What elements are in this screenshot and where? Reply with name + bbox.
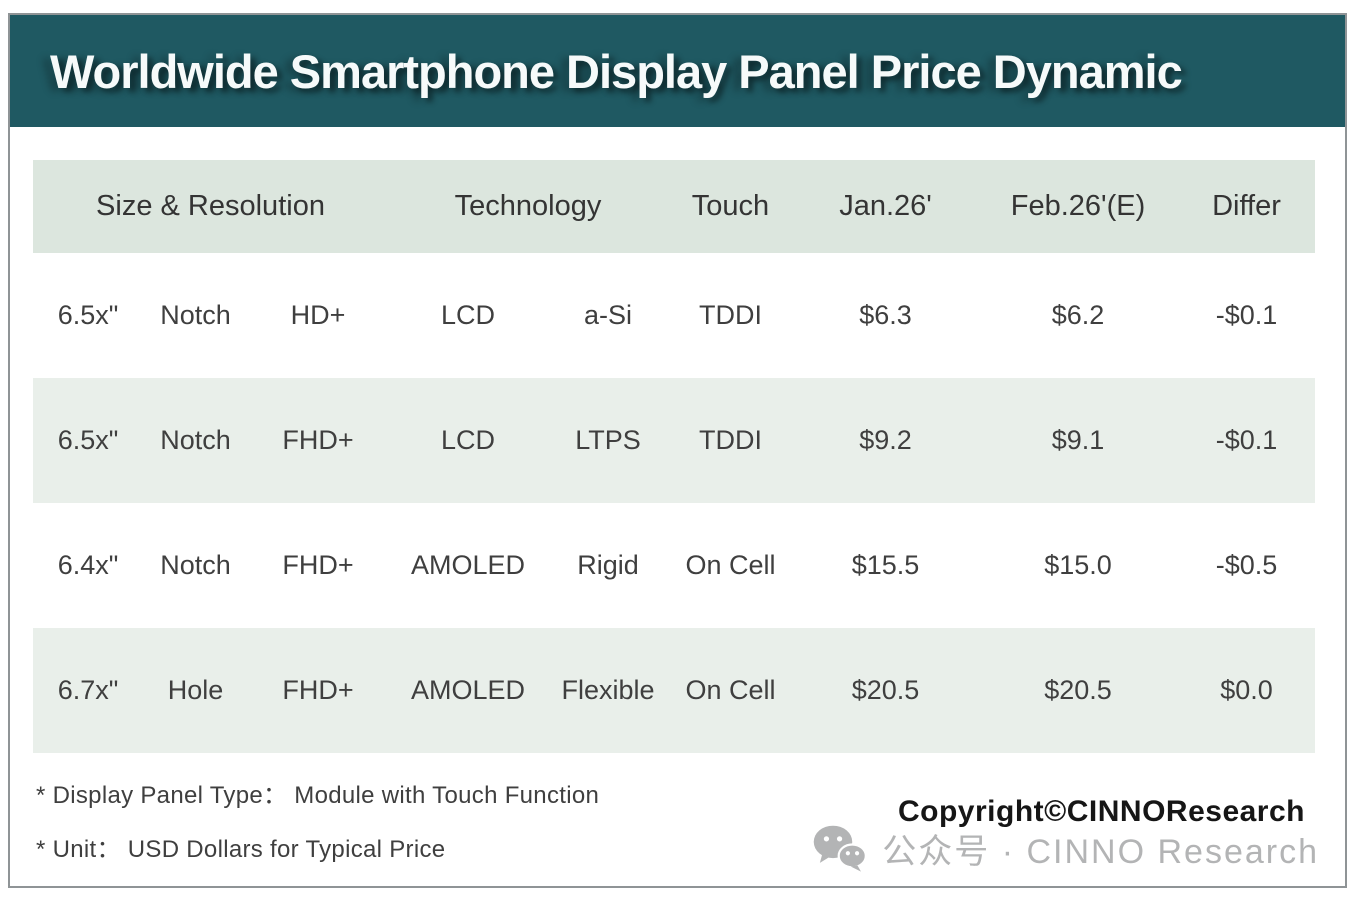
cell-resolution: FHD+ xyxy=(282,674,354,705)
wechat-icon xyxy=(814,825,868,872)
cell-size: 6.4x" xyxy=(57,549,119,580)
watermark-text: 公众号 · CINNO Research xyxy=(882,832,1319,871)
cell-feb-price: $6.2 xyxy=(1051,299,1105,330)
cell-jan-price: $9.2 xyxy=(859,424,912,455)
wechat-watermark: 公众号 · CINNO Research xyxy=(812,823,1319,873)
header-touch: Touch xyxy=(691,189,770,222)
cell-size: 6.7x" xyxy=(57,674,119,705)
cell-size: 6.5x" xyxy=(57,299,119,330)
cell-differ: -$0.1 xyxy=(1215,424,1278,455)
cell-jan-price: $6.3 xyxy=(859,299,912,330)
cell-resolution: FHD+ xyxy=(282,424,354,455)
price-table: Size & Resolution Technology Touch Jan.2… xyxy=(33,160,1315,753)
cell-tech: LCD xyxy=(440,299,495,330)
cell-cutout: Notch xyxy=(160,549,231,580)
cell-substrate: Rigid xyxy=(577,549,639,580)
title-bar: Worldwide Smartphone Display Panel Price… xyxy=(10,15,1345,127)
cell-cutout: Notch xyxy=(160,299,231,330)
table-body: 6.5x" Notch HD+ LCD a-Si TDDI $6.3 $6.2 … xyxy=(33,253,1315,753)
header-jan-26: Jan.26' xyxy=(839,189,932,222)
cell-differ: -$0.5 xyxy=(1215,549,1278,580)
table-row: 6.5x" Notch HD+ LCD a-Si TDDI $6.3 $6.2 … xyxy=(33,253,1315,378)
header-feb-26-estimate: Feb.26'(E) xyxy=(1010,189,1146,222)
cell-jan-price: $15.5 xyxy=(851,549,920,580)
table-header-row: Size & Resolution Technology Touch Jan.2… xyxy=(33,160,1315,253)
cell-resolution: FHD+ xyxy=(282,549,354,580)
footnote-panel-type: * Display Panel Type： Module with Touch … xyxy=(36,782,600,809)
table-row: 6.7x" Hole FHD+ AMOLED Flexible On Cell … xyxy=(33,628,1315,753)
copyright-text: Copyright©CINNOResearch xyxy=(897,795,1305,828)
footnote-unit: * Unit： USD Dollars for Typical Price xyxy=(36,836,446,863)
cell-substrate: a-Si xyxy=(583,299,632,330)
cell-tech: AMOLED xyxy=(410,674,526,705)
footnotes: * Display Panel Type： Module with Touch … xyxy=(36,775,599,883)
cell-resolution: HD+ xyxy=(290,299,346,330)
cell-cutout: Notch xyxy=(160,424,231,455)
cell-feb-price: $20.5 xyxy=(1044,674,1112,705)
table-row: 6.4x" Notch FHD+ AMOLED Rigid On Cell $1… xyxy=(33,503,1315,628)
cell-tech: AMOLED xyxy=(410,549,526,580)
cell-feb-price: $9.1 xyxy=(1051,424,1105,455)
cell-feb-price: $15.0 xyxy=(1044,549,1112,580)
cell-cutout: Hole xyxy=(167,674,224,705)
brand-area: Copyright©CINNOResearch 公众号 · CINNO Rese… xyxy=(731,795,1317,887)
header-technology: Technology xyxy=(454,189,602,222)
cell-jan-price: $20.5 xyxy=(851,674,920,705)
cell-tech: LCD xyxy=(440,424,495,455)
cell-size: 6.5x" xyxy=(57,424,119,455)
cell-substrate: LTPS xyxy=(575,424,641,455)
cell-touch: TDDI xyxy=(699,299,762,330)
cell-differ: -$0.1 xyxy=(1215,299,1278,330)
cell-differ: $0.0 xyxy=(1220,674,1273,705)
header-differ: Differ xyxy=(1212,189,1281,222)
infographic-card: Worldwide Smartphone Display Panel Price… xyxy=(8,13,1347,888)
cell-touch: On Cell xyxy=(685,674,776,705)
cell-substrate: Flexible xyxy=(561,674,655,705)
header-size-resolution: Size & Resolution xyxy=(96,189,325,222)
table-row: 6.5x" Notch FHD+ LCD LTPS TDDI $9.2 $9.1… xyxy=(33,378,1315,503)
cell-touch: On Cell xyxy=(685,549,776,580)
cell-touch: TDDI xyxy=(699,424,762,455)
page-title: Worldwide Smartphone Display Panel Price… xyxy=(50,44,1183,98)
